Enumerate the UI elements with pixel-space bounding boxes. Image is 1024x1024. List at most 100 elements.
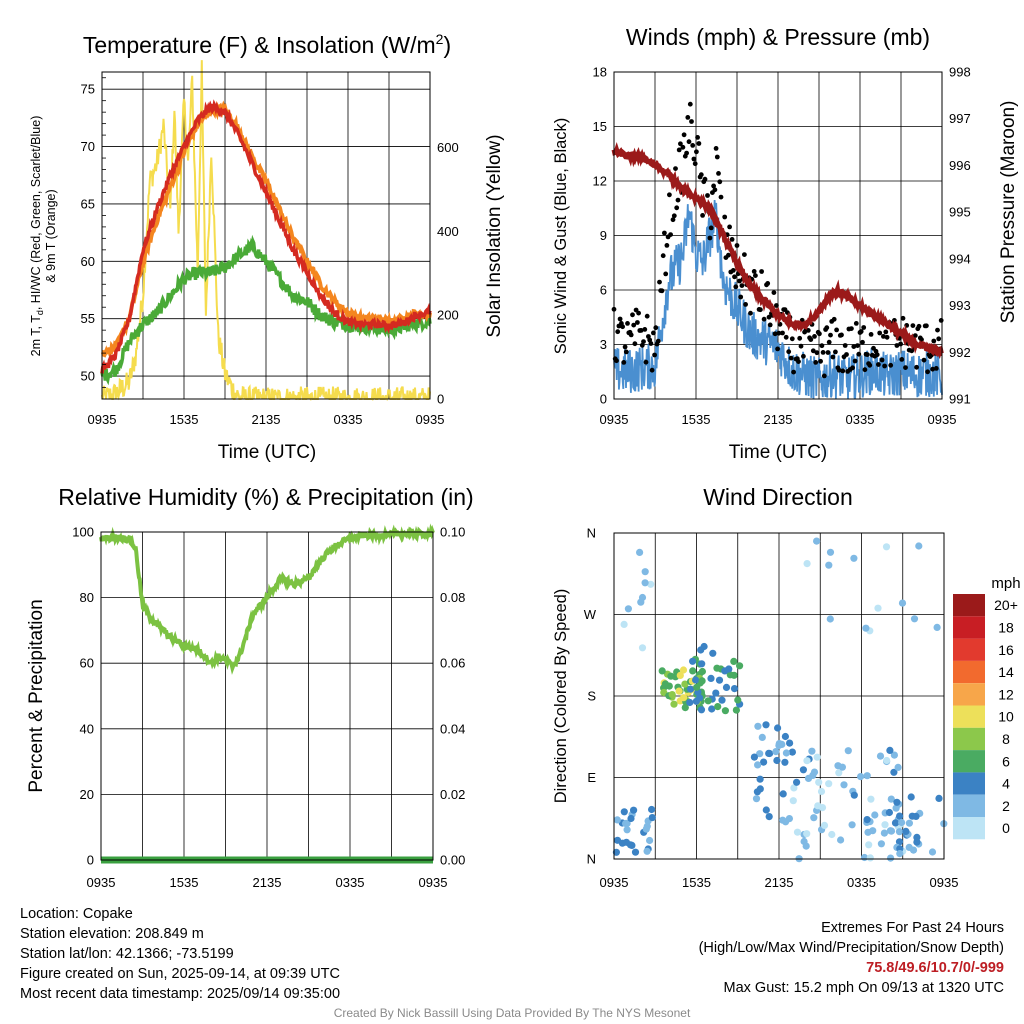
gust-point — [789, 336, 795, 342]
wind-direction-point — [779, 790, 787, 798]
gust-point — [651, 330, 656, 336]
wind-direction-point — [887, 827, 896, 835]
wind-direction-point — [825, 780, 833, 788]
credit-line: Created By Nick Bassill Using Data Provi… — [333, 1006, 691, 1020]
station-info: Location: Copake Station elevation: 208.… — [20, 904, 340, 1004]
rh-line — [99, 523, 435, 675]
gust-point — [692, 161, 698, 167]
gust-point — [712, 187, 718, 193]
gust-point — [670, 217, 676, 223]
wind-direction-point — [676, 671, 684, 680]
wind-direction-point — [810, 768, 819, 776]
gust-point — [909, 348, 915, 354]
gust-point — [743, 302, 748, 307]
wind-direction-point — [799, 766, 808, 774]
wind-direction-point — [648, 805, 656, 814]
wind-direction-point — [732, 706, 741, 714]
gust-point — [641, 339, 646, 344]
wind-direction-point — [808, 747, 816, 755]
gust-point — [916, 323, 922, 329]
wind-direction-point — [641, 568, 649, 576]
gust-point — [836, 367, 842, 373]
gust-point — [876, 362, 881, 367]
gust-point — [698, 172, 704, 178]
gust-point — [663, 271, 669, 277]
wind-direction-point — [896, 850, 904, 858]
wind-direction-point — [892, 804, 900, 812]
gust-point — [673, 166, 678, 172]
wind-direction-point — [725, 665, 733, 673]
wind-direction-panel-title: Wind Direction — [703, 484, 853, 510]
wind-direction-point — [844, 747, 852, 755]
wind-direction-point — [668, 691, 676, 699]
gust-point — [691, 156, 697, 162]
colorbar-swatch — [953, 817, 985, 840]
gust-point — [826, 339, 832, 345]
wind-direction-point — [910, 615, 919, 623]
gust-point — [662, 230, 667, 236]
wind-direction-point — [613, 816, 621, 824]
gust-point — [711, 183, 716, 189]
winds-y-tick-label: 0 — [600, 392, 607, 407]
wind-direction-point — [762, 806, 770, 814]
wind-direction-point — [912, 812, 920, 821]
wind-direction-point — [641, 579, 649, 587]
wind-direction-point — [895, 838, 904, 846]
gust-point — [879, 357, 885, 363]
gust-point — [776, 330, 782, 336]
colorbar-label: 10 — [998, 709, 1014, 725]
gust-point — [874, 352, 880, 358]
gust-point — [707, 235, 713, 241]
gust-point — [921, 357, 927, 363]
gust-point — [840, 368, 846, 374]
gust-point — [664, 243, 670, 248]
temperature-x-tick-label: 0935 — [88, 412, 117, 427]
winds-x-label: Time (UTC) — [729, 442, 828, 463]
gust-point — [936, 336, 942, 342]
gust-point — [796, 359, 801, 364]
colorbar-swatch — [953, 638, 985, 661]
insolation-y-tick-label: 400 — [437, 224, 459, 239]
gust-point — [881, 334, 886, 339]
wind-direction-panel: Wind Direction Direction (Colored By Spe… — [552, 484, 1021, 890]
gust-point — [861, 325, 867, 330]
gust-point — [639, 342, 645, 348]
wind-direction-point — [820, 821, 829, 830]
humidity-y-tick-label: 100 — [72, 525, 94, 540]
wind-direction-point — [692, 676, 700, 684]
wind-direction-point — [850, 554, 858, 562]
gust-point — [742, 252, 747, 257]
gust-point — [882, 363, 887, 369]
wind-direction-x-tick-label: 0935 — [600, 875, 629, 890]
wind-direction-point — [718, 696, 726, 704]
wind-direction-point — [867, 795, 875, 803]
wind-direction-point — [804, 774, 813, 783]
gust-point — [734, 243, 740, 248]
gust-point — [898, 341, 903, 347]
wind-direction-y-tick-label: N — [587, 852, 596, 867]
temperature-y-tick-label: 60 — [81, 254, 95, 269]
wind-direction-point — [623, 826, 631, 834]
wind-direction-point — [781, 732, 790, 741]
winds-ticks: 0 3 6 9 12 15 18 991 992 993 994 995 996 997 998 0935 15… — [593, 65, 971, 428]
wind-direction-point — [627, 814, 635, 823]
colorbar-swatch — [953, 794, 985, 817]
wind-direction-point — [622, 838, 631, 846]
wind-direction-point — [848, 821, 856, 829]
gust-point — [717, 179, 723, 185]
wind-direction-point — [686, 698, 694, 707]
wind-direction-point — [905, 843, 913, 852]
wind-direction-point — [874, 604, 882, 612]
gust-point — [727, 224, 732, 230]
wind-direction-point — [714, 703, 722, 711]
wind-direction-y-tick-label: S — [587, 689, 596, 704]
wind-direction-point — [765, 749, 773, 758]
insolation-y-tick-label: 200 — [437, 308, 459, 323]
wind-direction-point — [689, 657, 697, 665]
humidity-ticks: 0 20 40 60 80 100 0.00 0.02 0.04 0.06 0.08 0.10 0935… — [72, 525, 465, 891]
gust-point — [713, 146, 719, 151]
wind-direction-point — [886, 746, 894, 755]
temperature-x-tick-label: 0335 — [334, 412, 363, 427]
wind-direction-point — [907, 793, 915, 801]
gust-point — [631, 322, 637, 328]
